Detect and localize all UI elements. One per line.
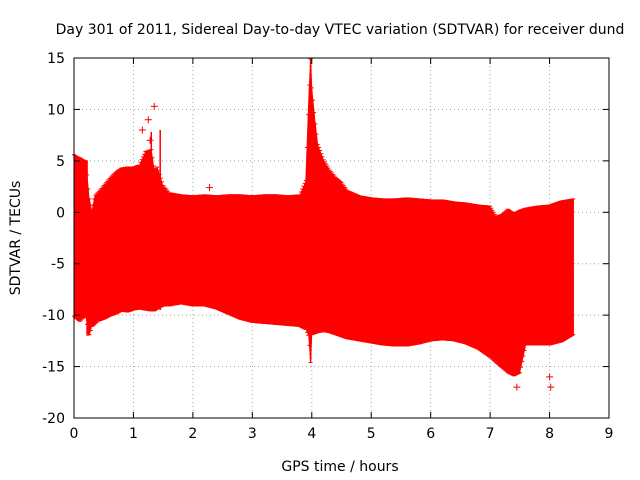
y-tick-label: 5	[56, 154, 65, 170]
outlier-point	[513, 383, 521, 391]
outlier-point	[138, 126, 146, 134]
outlier-point	[547, 383, 555, 391]
plot-frame	[73, 57, 610, 419]
data-series	[72, 58, 576, 391]
x-axis-label: GPS time / hours	[281, 459, 398, 475]
x-tick-label: 6	[426, 426, 435, 442]
y-tick-label: -15	[42, 360, 65, 376]
x-tick-label: 4	[307, 426, 316, 442]
x-tick-label: 2	[188, 426, 197, 442]
x-tick-label: 1	[129, 426, 138, 442]
x-tick-label: 9	[605, 426, 614, 442]
x-tick-label: 0	[70, 426, 79, 442]
y-tick-label: -20	[42, 411, 65, 427]
x-tick-label: 8	[545, 426, 554, 442]
y-tick-label: -10	[42, 308, 65, 324]
y-tick-label: -5	[51, 257, 65, 273]
x-tick-label: 5	[367, 426, 376, 442]
y-tick-label: 15	[47, 51, 65, 67]
outlier-point	[206, 184, 214, 192]
y-tick-label: 0	[56, 205, 65, 221]
outlier-point	[144, 116, 152, 124]
y-axis-label: SDTVAR / TECUs	[8, 181, 24, 296]
outlier-point	[231, 308, 238, 316]
outlier-point	[146, 136, 154, 144]
outlier-point	[546, 373, 554, 381]
outlier-point	[150, 102, 158, 110]
x-tick-label: 3	[248, 426, 257, 442]
axis-ticks: 0 1 2 3 4 5 6 7 8 9 -20 -15 -10 -5 0 5 10 15	[42, 51, 613, 442]
y-tick-label: 10	[47, 102, 65, 118]
outlier-point	[238, 311, 246, 319]
chart-title: Day 301 of 2011, Sidereal Day-to-day VTE…	[56, 22, 625, 38]
x-tick-label: 7	[486, 426, 495, 442]
